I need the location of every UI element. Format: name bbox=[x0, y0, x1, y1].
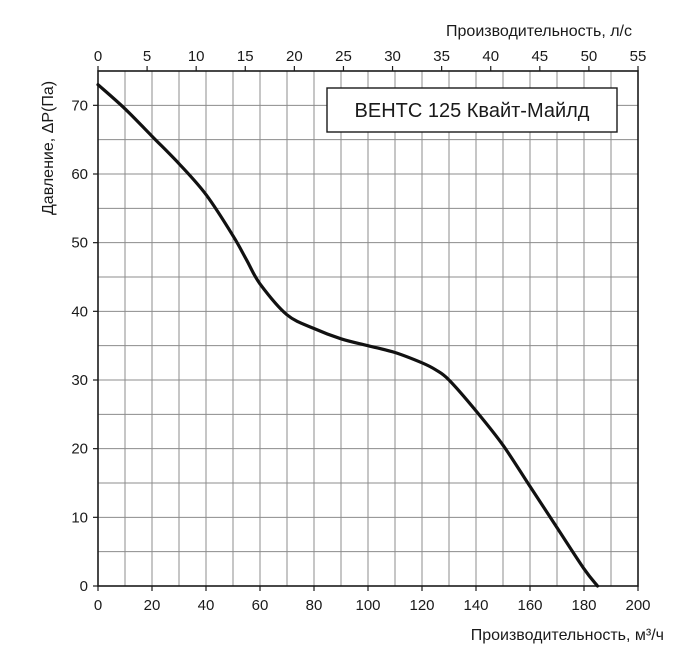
bottom-axis-title: Производительность, м³/ч bbox=[471, 627, 664, 644]
x2-tick-label: 0 bbox=[94, 48, 102, 65]
grid bbox=[98, 71, 638, 586]
x2-tick-label: 45 bbox=[531, 48, 548, 65]
x2-tick-label: 10 bbox=[188, 48, 205, 65]
top-axis-title: Производительность, л/с bbox=[446, 23, 632, 40]
chart-title-box: ВЕНТС 125 Квайт-Майлд bbox=[326, 87, 618, 133]
y-tick-label: 10 bbox=[71, 509, 88, 526]
x2-tick-label: 40 bbox=[482, 48, 499, 65]
y-tick-label: 60 bbox=[71, 166, 88, 183]
axis-ticks bbox=[93, 66, 639, 591]
x2-tick-label: 5 bbox=[143, 48, 151, 65]
chart-title: ВЕНТС 125 Квайт-Майлд bbox=[355, 100, 590, 122]
x2-tick-label: 35 bbox=[433, 48, 450, 65]
x-tick-label: 120 bbox=[409, 597, 434, 614]
x-tick-label: 100 bbox=[355, 597, 380, 614]
x2-tick-label: 25 bbox=[335, 48, 352, 65]
x2-tick-label: 55 bbox=[630, 48, 647, 65]
x-tick-label: 60 bbox=[252, 597, 269, 614]
x-tick-label: 80 bbox=[306, 597, 323, 614]
x-tick-label: 0 bbox=[94, 597, 102, 614]
x-tick-label: 140 bbox=[463, 597, 488, 614]
y-tick-label: 0 bbox=[80, 578, 88, 595]
x-tick-label: 180 bbox=[571, 597, 596, 614]
x2-tick-label: 15 bbox=[237, 48, 254, 65]
x-tick-label: 200 bbox=[625, 597, 650, 614]
y-tick-label: 40 bbox=[71, 303, 88, 320]
x2-tick-label: 20 bbox=[286, 48, 303, 65]
x2-tick-label: 50 bbox=[581, 48, 598, 65]
x-tick-label: 160 bbox=[517, 597, 542, 614]
y-tick-label: 20 bbox=[71, 441, 88, 458]
y-tick-label: 30 bbox=[71, 372, 88, 389]
y-tick-label: 50 bbox=[71, 235, 88, 252]
performance-curve bbox=[96, 83, 600, 588]
y-tick-label: 70 bbox=[71, 97, 88, 114]
x-tick-label: 20 bbox=[144, 597, 161, 614]
x2-tick-label: 30 bbox=[384, 48, 401, 65]
y-axis-title: Давление, ΔР(Па) bbox=[40, 81, 57, 215]
x-tick-label: 40 bbox=[198, 597, 215, 614]
